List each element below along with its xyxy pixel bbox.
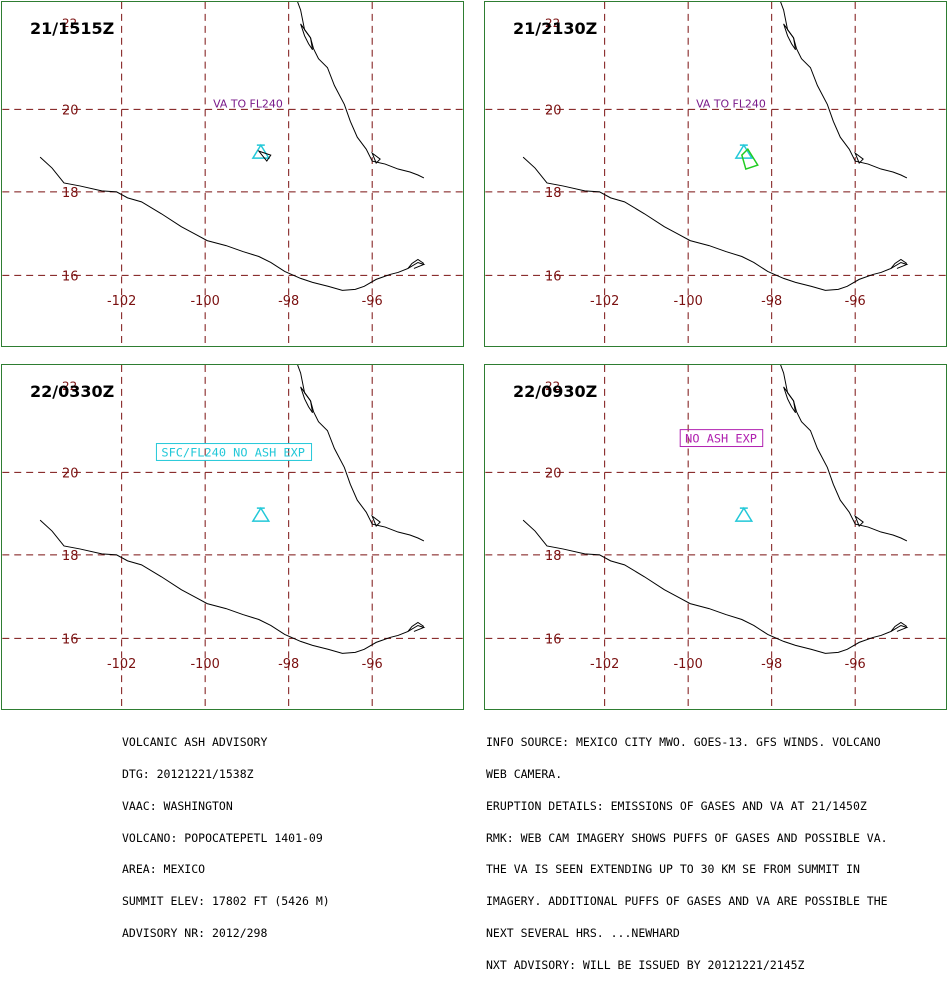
volcano-icon [251,143,271,159]
pacific-coastline [39,156,425,291]
ash-label: VA TO FL240 [213,97,283,110]
pacific-coastline [39,519,425,654]
coastal-lagoon [407,624,426,632]
lon-label: -96 [362,657,383,672]
ash-label: VA TO FL240 [696,97,766,110]
lon-label: -98 [278,294,299,309]
lat-label-top: 22 [62,379,77,393]
lat-label: 16 [62,269,78,284]
lon-label: -96 [362,294,383,309]
advisory-line: ADVISORY NR: 2012/298 [122,925,268,940]
lat-label: 18 [545,549,561,564]
advisory-line: NXT ADVISORY: WILL BE ISSUED BY 20121221… [486,957,805,972]
advisory-line: VAAC: WASHINGTON [122,798,233,813]
lat-label: 16 [545,269,561,284]
panel-1-time: 21/1515Z [30,19,115,38]
map-panel-1: -102 -100 -98 -96 20 18 16 22 VA TO FL240 21/151… [1,1,464,347]
map-panel-2: -102 -100 -98 -96 20 18 16 22 VA TO FL240 21/213… [484,1,947,347]
lon-label: -100 [191,657,220,672]
coastal-lagoon [371,151,381,164]
map-2: -102 -100 -98 -96 20 18 16 22 VA TO FL240 [485,2,946,346]
map-panel-3: -102 -100 -98 -96 20 18 16 22 SFC/FL240 NO ASH E… [1,364,464,710]
lat-label: 20 [62,466,78,481]
advisory-line: WEB CAMERA. [486,766,563,781]
coastal-lagoon [300,386,314,413]
coastal-lagoon [890,624,909,632]
lat-label: 18 [545,186,561,201]
lon-label: -96 [845,294,866,309]
coastal-lagoon [890,261,909,269]
volcano-icon [734,143,754,159]
lat-label: 16 [545,632,561,647]
lon-label: -98 [761,294,782,309]
coastal-lagoon [854,151,864,164]
panel-2-time: 21/2130Z [513,19,598,38]
lat-label-top: 22 [545,16,560,30]
coastal-lagoon [407,261,426,269]
ash-label-box [679,429,764,448]
map-3: -102 -100 -98 -96 20 18 16 22 SFC/FL240 NO ASH E… [2,365,463,709]
lon-label: -98 [761,657,782,672]
coastal-lagoon [300,23,314,50]
advisory-line: RMK: WEB CAM IMAGERY SHOWS PUFFS OF GASE… [486,830,888,845]
advisory-line: INFO SOURCE: MEXICO CITY MWO. GOES-13. G… [486,735,881,750]
pacific-coastline [522,156,908,291]
lat-label: 18 [62,186,78,201]
gulf-coastline [780,2,908,179]
lat-label: 20 [62,103,78,118]
lat-label: 20 [545,466,561,481]
lon-label: -102 [107,294,136,309]
ash-label-box [155,443,313,461]
lon-label: -102 [590,657,619,672]
volcano-icon [734,506,754,522]
panel-4-time: 22/0930Z [513,382,598,401]
advisory-line: SUMMIT ELEV: 17802 FT (5426 M) [122,894,330,909]
gulf-coastline [297,365,425,542]
advisory-line: VOLCANIC ASH ADVISORY [122,735,268,750]
lon-label: -102 [590,294,619,309]
advisory-line: VOLCANO: POPOCATEPETL 1401-09 [122,830,323,845]
lon-label: -100 [674,294,703,309]
gulf-coastline [780,365,908,542]
advisory-line: IMAGERY. ADDITIONAL PUFFS OF GASES AND V… [486,894,888,909]
advisory-line: DTG: 20121221/1538Z [122,766,254,781]
advisory-right: INFO SOURCE: MEXICO CITY MWO. GOES-13. G… [486,716,888,981]
panel-3-time: 22/0330Z [30,382,115,401]
ash-label: SFC/FL240 NO ASH EXP [161,445,305,459]
lon-label: -100 [674,657,703,672]
lon-label: -100 [191,294,220,309]
lon-label: -98 [278,657,299,672]
coastal-lagoon [783,386,797,413]
ash-cloud-polygon [257,150,272,162]
volcano-icon [251,506,271,522]
coastal-lagoon [783,23,797,50]
map-4: -102 -100 -98 -96 20 18 16 22 NO ASH EXP [485,365,946,709]
advisory-line: ERUPTION DETAILS: EMISSIONS OF GASES AND… [486,798,867,813]
lat-label: 18 [62,549,78,564]
advisory-line: NEXT SEVERAL HRS. ...NEWHARD [486,925,680,940]
gulf-coastline [297,2,425,179]
ash-cloud-polygon [741,147,759,170]
coastal-lagoon [854,514,864,527]
lon-label: -102 [107,657,136,672]
lat-label: 16 [62,632,78,647]
lat-label: 20 [545,103,561,118]
lat-label-top: 22 [62,16,77,30]
advisory-line: THE VA IS SEEN EXTENDING UP TO 30 KM SE … [486,862,860,877]
advisory-left: VOLCANIC ASH ADVISORY DTG: 20121221/1538… [122,716,330,949]
map-panel-4: -102 -100 -98 -96 20 18 16 22 NO ASH EXP 22/0930… [484,364,947,710]
advisory-line: AREA: MEXICO [122,862,206,877]
pacific-coastline [522,519,908,654]
lon-label: -96 [845,657,866,672]
map-1: -102 -100 -98 -96 20 18 16 22 VA TO FL240 [2,2,463,346]
coastal-lagoon [371,514,381,527]
lat-label-top: 22 [545,379,560,393]
ash-label: NO ASH EXP [685,432,757,446]
